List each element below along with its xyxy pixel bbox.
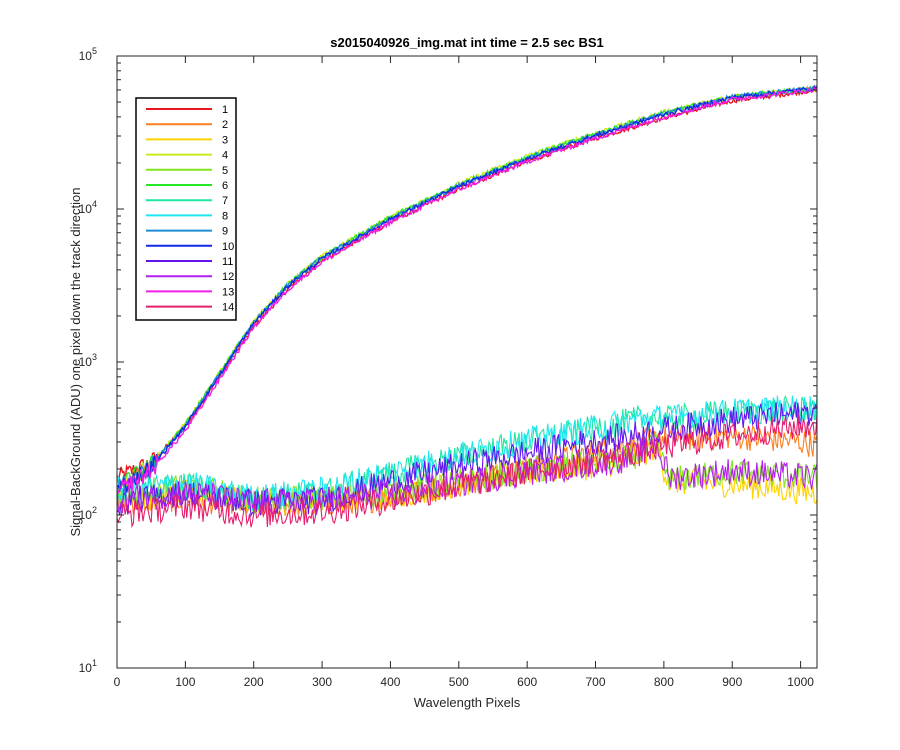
legend-label-3: 3 xyxy=(222,134,228,146)
series-line-10 xyxy=(116,84,818,493)
x-tick-label: 400 xyxy=(380,675,400,689)
x-tick-label: 300 xyxy=(312,675,332,689)
x-tick-label: 200 xyxy=(244,675,264,689)
legend-label-1: 1 xyxy=(222,104,228,116)
legend-label-14: 14 xyxy=(222,302,234,314)
series-group xyxy=(116,84,818,529)
legend-label-5: 5 xyxy=(222,165,228,177)
y-tick-label: 105 xyxy=(79,46,97,63)
legend-label-6: 6 xyxy=(222,180,228,192)
legend-label-10: 10 xyxy=(222,241,234,253)
legend-label-2: 2 xyxy=(222,119,228,131)
x-tick-label: 500 xyxy=(449,675,469,689)
chart-title: s2015040926_img.mat int time = 2.5 sec B… xyxy=(330,35,604,50)
x-axis: 0 100 200 300 400 500 600 700 800 900 1000 xyxy=(114,56,814,689)
legend-box xyxy=(135,97,237,321)
x-tick-label: 600 xyxy=(517,675,537,689)
legend-label-8: 8 xyxy=(222,210,228,222)
x-tick-label: 1000 xyxy=(787,675,814,689)
legend-label-4: 4 xyxy=(222,150,228,162)
y-axis-label: Signal-BackGround (ADU) one pixel down t… xyxy=(68,187,83,536)
series-line-14 xyxy=(116,413,818,529)
x-tick-label: 100 xyxy=(175,675,195,689)
legend-label-13: 13 xyxy=(222,286,234,298)
legend-label-12: 12 xyxy=(222,271,234,283)
series-line-13 xyxy=(116,86,818,495)
legend-label-7: 7 xyxy=(222,195,228,207)
y-tick-label: 101 xyxy=(79,658,97,675)
y-tick-label: 102 xyxy=(79,505,97,522)
x-axis-label: Wavelength Pixels xyxy=(414,695,521,710)
legend-label-9: 9 xyxy=(222,226,228,238)
legend-label-11: 11 xyxy=(222,256,233,268)
x-tick-label: 900 xyxy=(722,675,742,689)
x-tick-label: 0 xyxy=(114,675,121,689)
x-tick-label: 800 xyxy=(654,675,674,689)
y-tick-label: 104 xyxy=(79,199,97,216)
x-tick-label: 700 xyxy=(586,675,606,689)
y-tick-label: 103 xyxy=(79,352,97,369)
